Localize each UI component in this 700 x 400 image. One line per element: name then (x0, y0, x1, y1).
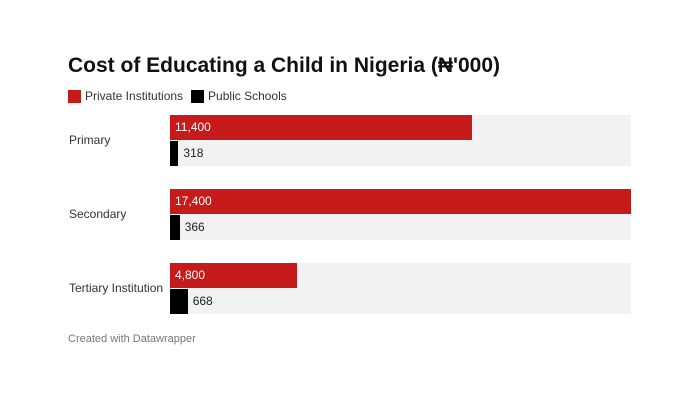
value-label: 4,800 (175, 268, 206, 282)
footer-credit: Created with Datawrapper (68, 333, 196, 345)
legend-label: Private Institutions (85, 89, 184, 103)
value-label: 11,400 (175, 120, 211, 134)
public-bar (170, 289, 188, 314)
public-bar (170, 141, 179, 166)
public-bar (170, 215, 180, 240)
legend: Private Institutions Public Schools (68, 89, 295, 103)
legend-swatch (68, 89, 81, 103)
value-label: 366 (184, 220, 205, 234)
chart-title: Cost of Educating a Child in Nigeria (₦'… (68, 54, 501, 77)
value-label: 318 (183, 146, 204, 160)
value-label: 668 (192, 294, 213, 308)
private-bar (170, 263, 298, 288)
category-label: Primary (69, 133, 111, 147)
private-bar (170, 189, 631, 214)
legend-label: Public Schools (208, 89, 287, 103)
category-label: Tertiary Institution (69, 281, 164, 295)
private-bar (170, 115, 473, 140)
value-label: 17,400 (175, 194, 212, 208)
category-label: Secondary (69, 207, 127, 221)
legend-swatch (191, 89, 205, 103)
legend-item-private: Private Institutions (68, 89, 183, 103)
legend-item-public: Public Schools (191, 89, 287, 103)
